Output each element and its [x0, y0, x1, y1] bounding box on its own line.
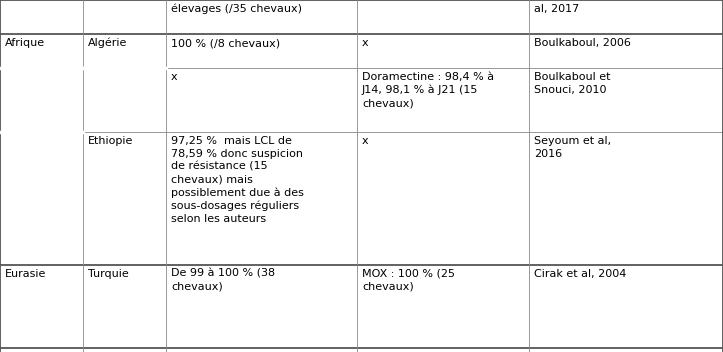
- Text: 100 % (/8 chevaux): 100 % (/8 chevaux): [171, 38, 280, 48]
- Text: Ethiopie: Ethiopie: [88, 136, 133, 146]
- Text: Cirak et al, 2004: Cirak et al, 2004: [534, 269, 626, 279]
- Text: De 99 à 100 % (38
chevaux): De 99 à 100 % (38 chevaux): [171, 269, 275, 292]
- Text: élevages (/35 chevaux): élevages (/35 chevaux): [171, 4, 302, 14]
- Text: x: x: [171, 72, 178, 82]
- Text: Afrique: Afrique: [5, 38, 45, 48]
- Text: Turquie: Turquie: [88, 269, 129, 279]
- Text: Algérie: Algérie: [88, 38, 127, 49]
- Text: Boulkaboul et
Snouci, 2010: Boulkaboul et Snouci, 2010: [534, 72, 610, 95]
- Text: Seyoum et al,
2016: Seyoum et al, 2016: [534, 136, 611, 159]
- Text: x: x: [362, 38, 369, 48]
- Text: Boulkaboul, 2006: Boulkaboul, 2006: [534, 38, 631, 48]
- Text: Eurasie: Eurasie: [5, 269, 46, 279]
- Text: 97,25 %  mais LCL de
78,59 % donc suspicion
de résistance (15
chevaux) mais
poss: 97,25 % mais LCL de 78,59 % donc suspici…: [171, 136, 304, 224]
- Text: MOX : 100 % (25
chevaux): MOX : 100 % (25 chevaux): [362, 269, 455, 292]
- Text: Doramectine : 98,4 % à
J14, 98,1 % à J21 (15
chevaux): Doramectine : 98,4 % à J14, 98,1 % à J21…: [362, 72, 494, 108]
- Text: al, 2017: al, 2017: [534, 4, 579, 14]
- Text: x: x: [362, 136, 369, 146]
